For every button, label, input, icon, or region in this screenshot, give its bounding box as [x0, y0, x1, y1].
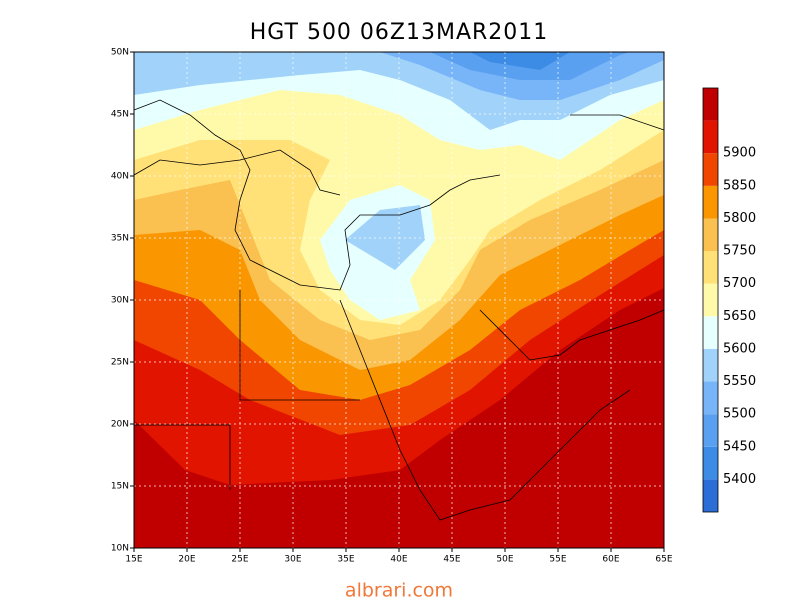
colorbar-segment: [703, 414, 718, 447]
colorbar-segment: [703, 283, 718, 317]
lat-label: 40N: [111, 172, 129, 182]
lon-label: 40E: [390, 555, 407, 565]
lon-label: 35E: [337, 555, 354, 565]
colorbar-segment: [703, 316, 718, 349]
colorbar-label: 5750: [723, 244, 756, 259]
lon-label: 20E: [178, 555, 195, 565]
lat-label: 15N: [111, 482, 129, 492]
lat-label: 25N: [111, 358, 129, 368]
colorbar: 5400 5450 5500 5550 5600 5650 5700 5750 5800 5850…: [702, 87, 756, 513]
colorbar-segment: [703, 381, 718, 415]
coastline: [133, 149, 341, 196]
lon-label: 60E: [602, 555, 619, 565]
colorbar-segment: [703, 153, 718, 186]
lon-label: 15E: [125, 555, 142, 565]
coastline: [479, 309, 665, 361]
colorbar-label: 5450: [723, 439, 756, 454]
colorbar-label: 5850: [723, 178, 756, 193]
colorbar-label: 5550: [723, 374, 756, 389]
border: [134, 424, 231, 490]
coastline: [339, 299, 631, 521]
lon-label: 30E: [284, 555, 301, 565]
lon-label: 25E: [231, 555, 248, 565]
watermark: albrari.com: [345, 580, 453, 600]
lon-label: 50E: [496, 555, 513, 565]
colorbar-label: 5650: [723, 309, 756, 324]
lat-label: 20N: [111, 420, 129, 430]
axis-ticks: 15E 20E 25E 30E 35E 40E 45E 50E 55E 60E 65E 10N 15N 2…: [111, 48, 673, 565]
colorbar-segment: [703, 479, 718, 512]
colorbar-frame: [702, 87, 719, 513]
colorbar-label: 5400: [723, 472, 756, 487]
coastlines: [133, 99, 665, 521]
lat-label: 50N: [111, 48, 129, 58]
colorbar-segment: [703, 251, 718, 284]
lon-label: 65E: [655, 555, 672, 565]
title: HGT 500 06Z13MAR2011: [250, 20, 549, 45]
coastline: [133, 99, 501, 291]
lon-label: 55E: [549, 555, 566, 565]
colorbar-segment: [703, 446, 718, 480]
coastline: [570, 114, 665, 131]
lat-label: 10N: [111, 544, 129, 554]
colorbar-label: 5600: [723, 341, 756, 356]
colorbar-segment: [703, 218, 718, 252]
colorbar-segment: [703, 88, 718, 121]
colorbar-segment: [703, 185, 718, 219]
colorbar-label: 5900: [723, 146, 756, 161]
colorbar-label: 5800: [723, 211, 756, 226]
lat-label: 30N: [111, 296, 129, 306]
colorbar-segment: [703, 120, 718, 154]
border: [239, 290, 360, 401]
colorbar-label: 5700: [723, 276, 756, 291]
colorbar-label: 5500: [723, 407, 756, 422]
colorbar-segment: [703, 348, 718, 382]
height-band: [470, 52, 570, 70]
grid: [134, 52, 664, 548]
lat-label: 45N: [111, 110, 129, 120]
lat-label: 35N: [111, 234, 129, 244]
lon-label: 45E: [443, 555, 460, 565]
